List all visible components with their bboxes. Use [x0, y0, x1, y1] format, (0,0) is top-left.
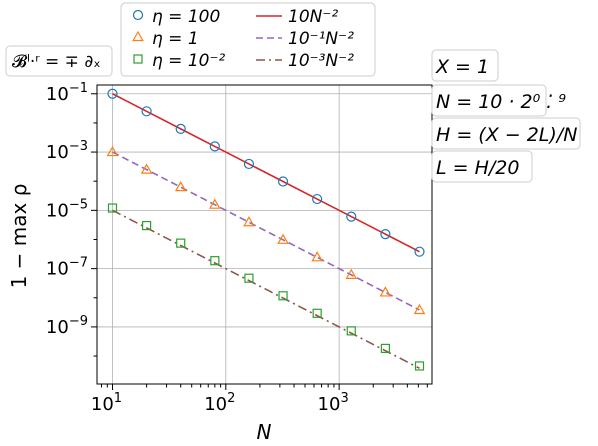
legend-marker-2: [133, 54, 143, 64]
series-line-3: [112, 93, 420, 253]
boundary-condition-box: [5, 45, 113, 77]
param-text-3: L = H/20: [436, 157, 519, 179]
series-line-4: [112, 151, 420, 311]
data-point: [414, 246, 425, 257]
data-point: [345, 268, 358, 279]
series-markers-1: [106, 145, 426, 315]
y-tick-label: 10−1: [46, 81, 88, 105]
data-point: [140, 163, 153, 174]
series-markers-0: [107, 88, 425, 257]
data-point: [380, 229, 391, 240]
data-point: [311, 251, 323, 262]
y-axis-label: 1 − max ρ: [7, 184, 31, 289]
data-point: [209, 141, 220, 152]
legend-label-0: η = 100: [152, 7, 220, 27]
data-point: [312, 193, 323, 205]
data-point: [346, 326, 356, 336]
data-point: [277, 233, 289, 244]
param-box-1: [431, 84, 547, 117]
series-layer: [106, 88, 426, 371]
param-box-3: [431, 150, 533, 183]
data-point: [414, 361, 425, 371]
boundary-condition-text: 𝓑ˡ·ʳ = ∓ ∂ₓ: [12, 52, 101, 72]
data-point: [107, 203, 118, 213]
param-text-0: X = 1: [435, 56, 489, 78]
param-box-2: [431, 117, 581, 150]
legend-label-2: η = 10⁻²: [152, 51, 225, 71]
data-point: [208, 198, 221, 209]
data-point: [243, 216, 255, 227]
legend-marker-1: [132, 30, 144, 42]
data-point: [175, 123, 186, 134]
grid-lines: [97, 85, 432, 384]
data-point: [210, 256, 220, 266]
param-box-0: [431, 49, 499, 82]
legend-label-5: 10⁻³N⁻²: [288, 51, 354, 71]
legend-label-3: 10N⁻²: [288, 7, 338, 27]
data-point: [244, 273, 254, 283]
legend-label-4: 10⁻¹N⁻²: [288, 29, 354, 49]
x-tick-label: 101: [91, 391, 122, 415]
y-tick-label: 10−3: [46, 139, 88, 163]
data-point: [141, 106, 152, 117]
axis-ticks: 101 102 103 10−1 10−3 10−5 10−7 10−9: [46, 81, 428, 415]
param-text-1: N = 10 · 2⁰ ⁚ ⁹: [436, 91, 566, 113]
data-point: [346, 211, 357, 222]
data-point: [107, 88, 118, 99]
y-tick-label: 10−5: [46, 197, 88, 221]
x-tick-label: 102: [204, 391, 235, 415]
parameter-notes: X = 1 N = 10 · 2⁰ ⁚ ⁹ H = (X − 2L)/N L = H/…: [431, 49, 581, 183]
data-point: [278, 291, 288, 301]
data-point: [380, 343, 390, 354]
series-line-5: [112, 209, 420, 369]
data-point: [277, 176, 289, 187]
x-axis-label: N: [257, 420, 272, 444]
data-point: [312, 308, 322, 318]
legend-label-1: η = 1: [152, 29, 199, 49]
data-point: [142, 220, 152, 231]
x-tick-label: 103: [318, 391, 349, 415]
series-markers-2: [107, 203, 425, 371]
legend-marker-0: [132, 9, 144, 21]
legend-box: [120, 2, 376, 77]
data-point: [106, 145, 119, 157]
param-text-2: H = (X − 2L)/N: [436, 124, 577, 146]
y-tick-label: 10−9: [46, 314, 88, 338]
data-point: [174, 180, 187, 192]
data-point: [413, 303, 426, 315]
y-tick-label: 10−7: [46, 256, 88, 280]
data-point: [379, 286, 392, 297]
data-point: [176, 238, 186, 248]
plot-frame: [96, 84, 433, 385]
data-point: [243, 158, 255, 170]
